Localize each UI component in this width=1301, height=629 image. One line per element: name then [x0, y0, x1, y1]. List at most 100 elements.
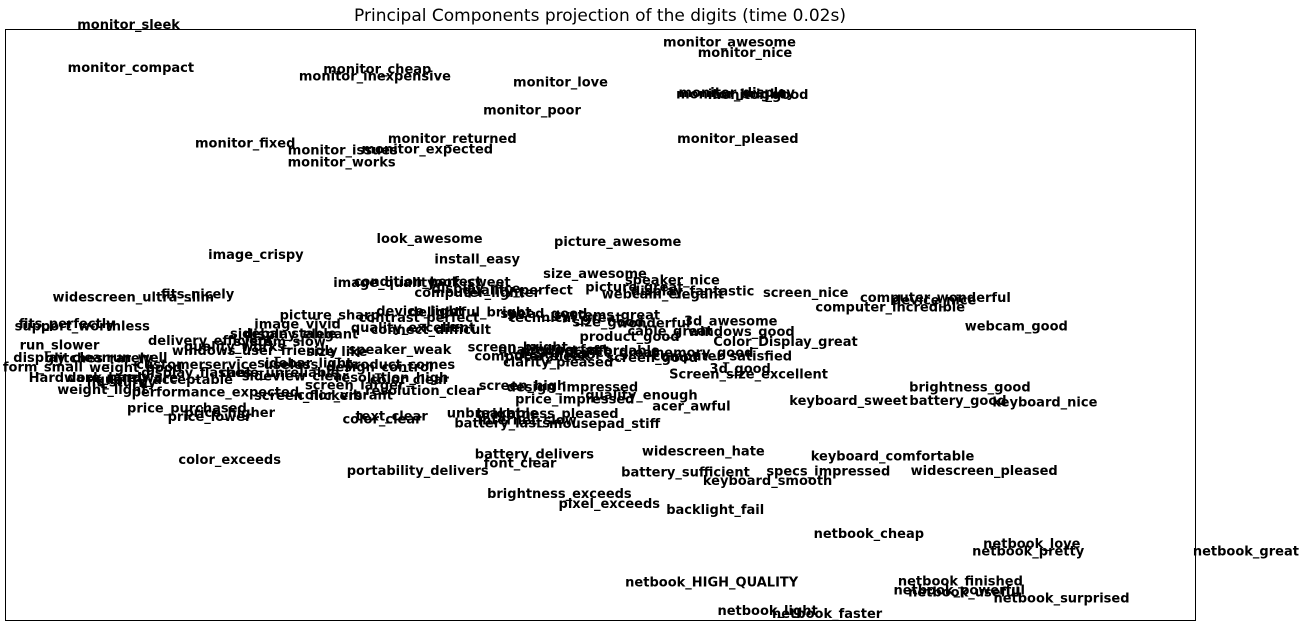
point-label: windows_user_friendly — [172, 344, 338, 359]
point-label: fit_sturdy — [87, 375, 157, 390]
point-label: netbook_finished — [898, 575, 1023, 590]
point-label: condition_perfect — [354, 275, 482, 290]
point-label: keyboard_nice — [992, 395, 1097, 410]
point-label: resolution_high — [335, 371, 448, 386]
point-label: picture_awesome — [554, 235, 681, 250]
point-label: sideview_clear — [242, 369, 349, 384]
point-label: mousepad_stiff — [549, 417, 661, 432]
point-label: price_purchased — [127, 401, 247, 416]
point-label: quality_works — [184, 340, 285, 355]
point-label: netbook_powerful — [893, 584, 1024, 599]
point-label: webcam_elegant — [602, 287, 724, 302]
plot-frame — [5, 29, 1196, 621]
point-label: unbreakable — [447, 407, 539, 422]
point-label: windows_good — [688, 325, 795, 340]
point-label: color_clear — [370, 373, 450, 388]
point-label: monitor_sleek — [77, 18, 180, 33]
point-label: display_nice — [432, 282, 521, 297]
point-label: widescreen_pleased — [911, 464, 1058, 479]
point-label: backlight_fail — [666, 503, 764, 518]
point-label: netbook_HIGH_QUALITY — [625, 575, 799, 590]
point-label: performance_expected — [132, 385, 300, 400]
point-label: computer_satisfied — [653, 349, 792, 364]
point-label: look_sweet — [430, 276, 511, 291]
point-label: cable_unreliable — [220, 366, 340, 381]
point-label: color_exceeds — [178, 453, 281, 468]
point-label: monitor_cheap — [323, 63, 431, 78]
point-label: price_lower — [168, 410, 252, 425]
point-label: quality_perfect — [498, 343, 608, 358]
point-label: delivery_efficient — [148, 334, 273, 349]
point-label: display_fantastic — [631, 285, 754, 300]
point-label: monitor_compact — [68, 61, 194, 76]
point-label: image_quality — [333, 276, 436, 291]
point-label: screen_flickers — [254, 389, 363, 404]
point-label: device_nice — [892, 293, 976, 308]
point-label: monitor_nice — [698, 46, 793, 61]
point-label: design_impressed — [507, 381, 639, 396]
point-label: monitor_returned — [388, 132, 517, 147]
point-label: computer_wonderful — [860, 291, 1011, 306]
point-label: screen_good — [606, 351, 698, 366]
point-label: monitor_expected — [361, 142, 493, 157]
point-label: brightness_pleased — [476, 407, 618, 422]
point-label: netbook_love — [983, 537, 1080, 552]
point-label: netbook_light — [717, 604, 817, 619]
point-label: specs_impressed — [766, 464, 890, 479]
point-label: system_slow — [234, 335, 326, 350]
point-label: device_great — [565, 346, 659, 361]
point-label: keyboard_comfortable — [811, 450, 975, 465]
point-label: look_awesome — [377, 232, 483, 247]
point-label: monitor_issues — [288, 143, 398, 158]
point-label: price_impressed — [515, 392, 634, 407]
point-label: netbook_useful — [908, 585, 1020, 600]
point-label: technical_great — [509, 311, 622, 326]
point-label: brightness_exceeds — [487, 487, 632, 502]
point-label: 3d_awesome — [684, 315, 778, 330]
point-label: screen_larger — [305, 378, 405, 393]
point-label: quality_acceptable — [96, 373, 233, 388]
point-label: battery_good — [909, 394, 1006, 409]
point-label: image_crispy — [208, 248, 304, 263]
chart-title: Principal Components projection of the d… — [354, 6, 846, 26]
point-label: text_clear — [355, 410, 428, 425]
point-label: keyboard_sweet — [789, 394, 907, 409]
point-label: Hardware_rarely — [29, 371, 151, 386]
point-label: monitor_bright — [676, 87, 785, 102]
point-label: design_cool — [514, 348, 599, 363]
point-labels: monitor_sleek monitor_compact monitor_chea… — [3, 18, 1299, 622]
point-label: product_affordable — [521, 344, 660, 359]
point-label: connect_difficult — [371, 323, 491, 338]
point-label: monitor_pleased — [677, 132, 798, 147]
point-label: keyboard_smooth — [703, 474, 832, 489]
point-label: run_well — [106, 351, 167, 366]
point-label: screen_bright — [468, 341, 568, 356]
point-label: netbook_cheap — [814, 527, 924, 542]
point-label: speed_good — [500, 307, 587, 322]
point-label: monitor_display — [679, 86, 796, 101]
point-label: netbook_great — [1193, 545, 1299, 560]
point-label: size_good — [572, 316, 644, 331]
point-label: fits_perfectly — [19, 317, 115, 332]
point-label: Screen_size_excellent — [669, 368, 828, 383]
point-label: device_light — [376, 305, 464, 320]
point-label: weight_light — [57, 383, 147, 398]
point-label: quality_enough — [585, 388, 697, 403]
point-label: quality_excellent — [351, 321, 475, 336]
point-label: glitches_rarely — [45, 352, 153, 367]
point-label: battery_delivers — [475, 447, 594, 462]
point-label: dock_hardware — [67, 371, 178, 386]
point-label: screen_high — [479, 379, 567, 394]
point-label: install_easy — [434, 253, 520, 268]
point-label: widescreen_ultra_slim — [52, 290, 214, 305]
point-label: product_good — [580, 330, 680, 345]
point-label: size_awesome — [543, 267, 647, 282]
point-label: computer_incredible — [815, 300, 965, 315]
point-label: pixel_exceeds — [559, 497, 661, 512]
point-label: speaker_weak — [348, 343, 451, 358]
point-label: display_flashes — [141, 366, 252, 381]
point-label: weight_good — [89, 361, 182, 376]
point-label: price_higher — [184, 406, 275, 421]
point-label: monitor_awesome — [663, 36, 796, 51]
point-label: font_clear — [484, 457, 557, 472]
